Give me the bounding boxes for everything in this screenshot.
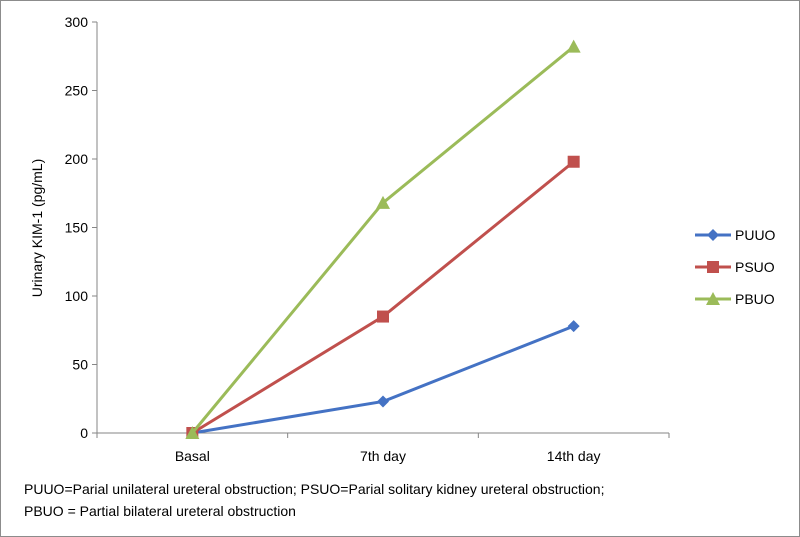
data-point-pbuo bbox=[566, 39, 581, 53]
series-line-puuo bbox=[192, 324, 575, 435]
footnote-line-1: PUUO=Parial unilateral ureteral obstruct… bbox=[24, 481, 605, 497]
y-tick-label: 250 bbox=[65, 83, 89, 99]
y-tick-label: 300 bbox=[65, 14, 89, 30]
y-tick-label: 0 bbox=[80, 425, 88, 441]
data-point-puuo bbox=[377, 395, 389, 408]
data-point-psuo bbox=[377, 310, 389, 323]
footnote-line-2: PBUO = Partial bilateral ureteral obstru… bbox=[24, 503, 296, 519]
legend-marker-puuo bbox=[707, 229, 719, 241]
legend-label-pbuo: PBUO bbox=[735, 291, 775, 307]
y-tick-label: 100 bbox=[65, 288, 89, 304]
series-line-pbuo bbox=[191, 45, 575, 434]
legend-label-psuo: PSUO bbox=[735, 259, 775, 275]
x-tick-label: 14th day bbox=[547, 448, 601, 464]
legend-marker-pbuo bbox=[706, 292, 720, 305]
x-tick-label: 7th day bbox=[360, 448, 406, 464]
legend-marker-psuo bbox=[707, 261, 719, 273]
y-axis-label: Urinary KIM-1 (pg/mL) bbox=[29, 159, 45, 297]
data-point-pbuo bbox=[376, 195, 390, 209]
x-tick-label: Basal bbox=[175, 448, 210, 464]
data-point-puuo bbox=[567, 320, 580, 333]
data-point-pbuo bbox=[185, 426, 200, 439]
y-tick-label: 150 bbox=[65, 220, 89, 236]
y-tick-label: 50 bbox=[72, 357, 88, 373]
data-point-psuo bbox=[567, 155, 580, 168]
legend-label-puuo: PUUO bbox=[735, 227, 776, 243]
y-tick-label: 200 bbox=[65, 151, 89, 167]
